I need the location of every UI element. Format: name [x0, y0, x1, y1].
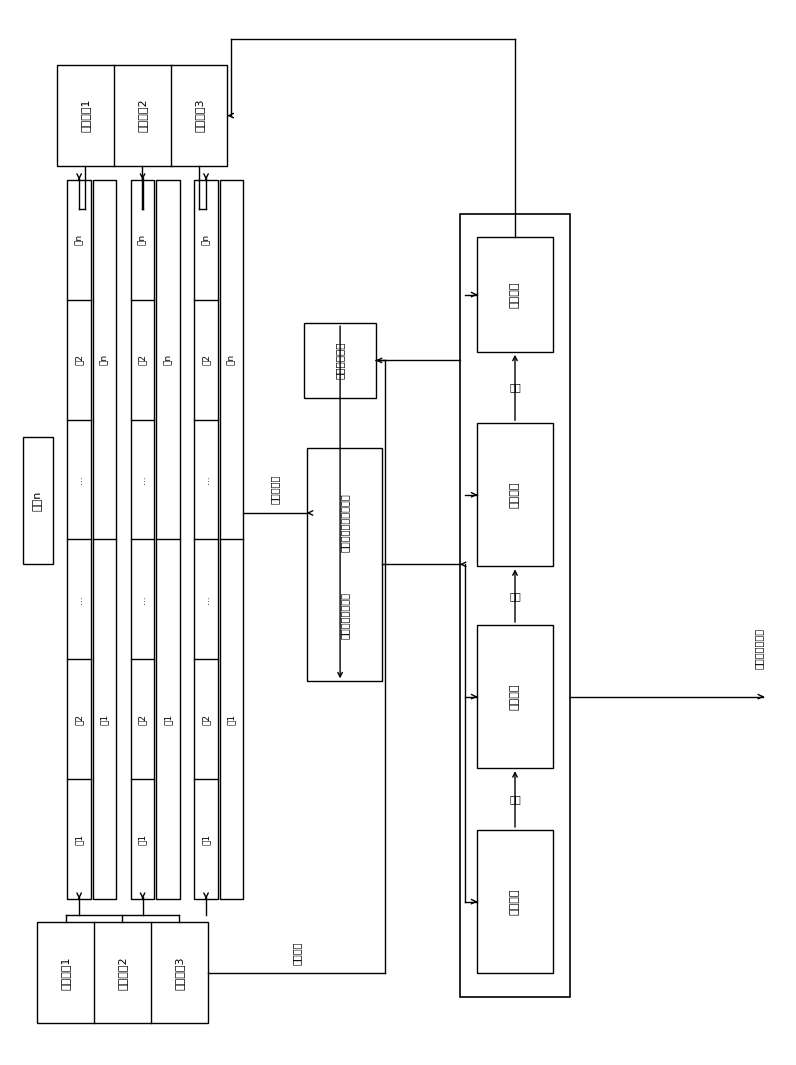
Bar [156, 180, 180, 899]
Bar [57, 65, 228, 166]
Text: 时1: 时1 [227, 714, 236, 725]
Text: 信号样本: 信号样本 [291, 941, 302, 965]
Text: 输出新信号样本: 输出新信号样本 [754, 628, 764, 670]
Bar [220, 180, 244, 899]
Text: 取调刻参数: 取调刻参数 [270, 475, 280, 504]
Bar [23, 437, 53, 564]
Text: 时1: 时1 [201, 834, 210, 845]
Text: 样本数据1: 样本数据1 [60, 956, 71, 989]
Text: 时n: 时n [227, 354, 236, 365]
Text: 时1: 时1 [100, 714, 109, 725]
Text: 时2: 时2 [138, 355, 147, 365]
Text: 时n: 时n [163, 354, 173, 365]
Text: 调刻参数1: 调刻参数1 [80, 99, 90, 132]
Text: ...: ... [75, 595, 84, 604]
Bar [304, 324, 376, 397]
Text: ...: ... [201, 595, 210, 604]
Bar [460, 214, 570, 997]
Bar [478, 423, 552, 567]
Text: 调刻参数3: 调刻参数3 [194, 99, 204, 132]
Text: 数据: 数据 [509, 382, 521, 393]
Text: 数据: 数据 [509, 794, 521, 804]
Text: 时1: 时1 [163, 714, 173, 725]
Text: 频偏调刻: 频偏调刻 [510, 888, 520, 915]
Text: ...: ... [138, 595, 147, 604]
Text: 数据: 数据 [509, 591, 521, 601]
Text: 时1: 时1 [75, 834, 84, 845]
Text: 时n: 时n [75, 234, 84, 245]
Text: 样本数据2: 样本数据2 [117, 956, 127, 989]
Bar [92, 180, 116, 899]
Text: 延时调刻: 延时调刻 [510, 281, 520, 308]
Text: 时2: 时2 [75, 714, 84, 724]
Text: 加噪调刻: 加噪调刻 [510, 481, 520, 508]
Text: 时2: 时2 [201, 355, 210, 365]
Text: ...: ... [75, 475, 84, 484]
Text: 从调刻参数列表内取出: 从调刻参数列表内取出 [339, 493, 349, 552]
Text: 时n: 时n [138, 234, 147, 245]
Text: 同一时刻调刻参数: 同一时刻调刻参数 [339, 592, 349, 639]
Text: 时2: 时2 [201, 714, 210, 724]
Text: 时间n: 时间n [33, 491, 43, 511]
Text: 样本数据3: 样本数据3 [174, 956, 184, 989]
Text: ...: ... [201, 475, 210, 484]
Text: 时n: 时n [201, 234, 210, 245]
Text: 调刻参数2: 调刻参数2 [137, 99, 147, 132]
Bar [478, 237, 552, 351]
Bar [478, 625, 552, 768]
Text: 时2: 时2 [75, 355, 84, 365]
Text: 时n: 时n [100, 354, 109, 365]
Bar [67, 180, 91, 899]
Bar [306, 447, 382, 682]
Bar [478, 830, 552, 973]
Text: 时2: 时2 [138, 714, 147, 724]
Bar [131, 180, 154, 899]
Bar [37, 922, 208, 1023]
Text: 时1: 时1 [138, 834, 147, 845]
Text: 输入信号样本: 输入信号样本 [335, 342, 345, 379]
Bar [194, 180, 218, 899]
Text: 衰减调刻: 衰减调刻 [510, 684, 520, 710]
Text: ...: ... [138, 475, 147, 484]
